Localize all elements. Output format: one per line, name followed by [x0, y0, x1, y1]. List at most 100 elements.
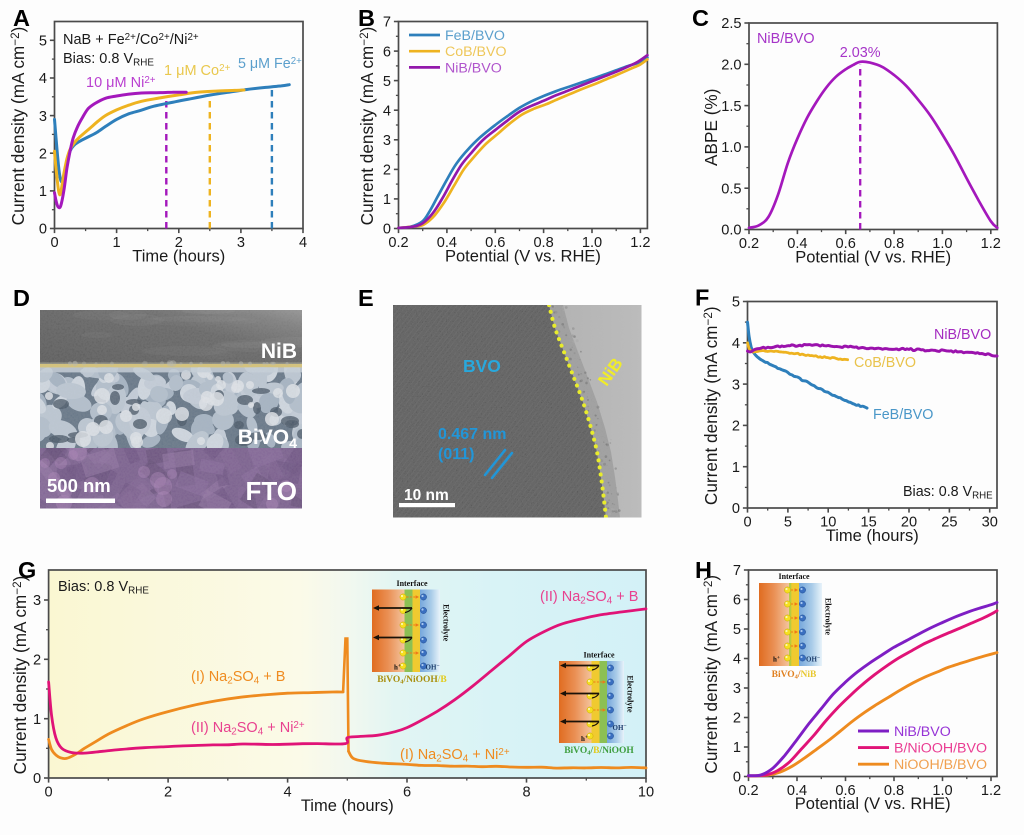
svg-text:FeB/BVO: FeB/BVO — [873, 407, 933, 423]
svg-text:OH−​: OH−​ — [806, 655, 820, 663]
svg-text:1.0: 1.0 — [582, 235, 602, 251]
svg-text:Electrolyte: Electrolyte — [824, 598, 833, 636]
svg-text:Current density (mA cm−2​): Current density (mA cm−2​) — [8, 27, 28, 226]
svg-text:0: 0 — [50, 235, 58, 251]
svg-text:CoB/BVO: CoB/BVO — [445, 44, 507, 60]
svg-text:3: 3 — [383, 133, 391, 149]
svg-text:BiVO4​/NiB: BiVO4​/NiB — [772, 670, 817, 681]
svg-text:0.8: 0.8 — [884, 236, 904, 252]
svg-text:0.6: 0.6 — [836, 236, 856, 252]
svg-text:1: 1 — [39, 184, 47, 200]
svg-text:4: 4 — [284, 785, 292, 801]
svg-text:NiB: NiB — [261, 340, 297, 363]
svg-text:NiB/BVO: NiB/BVO — [445, 60, 502, 76]
svg-text:BiVO4​/B/NiOOH: BiVO4​/B/NiOOH — [564, 746, 634, 757]
svg-text:1: 1 — [113, 235, 121, 251]
svg-text:2: 2 — [733, 711, 741, 727]
svg-text:0: 0 — [743, 515, 751, 531]
svg-text:Interface: Interface — [396, 579, 428, 588]
svg-text:(011): (011) — [438, 446, 474, 463]
svg-text:10: 10 — [820, 515, 836, 531]
svg-text:Electrolyte: Electrolyte — [442, 604, 451, 642]
svg-text:Time (hours): Time (hours) — [826, 527, 919, 545]
svg-text:10 nm: 10 nm — [404, 487, 449, 504]
svg-text:Time (hours): Time (hours) — [132, 248, 225, 266]
svg-text:NiB/BVO: NiB/BVO — [894, 724, 951, 740]
svg-text:Bias: 0.8 VRHE​: Bias: 0.8 VRHE​ — [903, 484, 993, 502]
svg-text:20: 20 — [901, 515, 917, 531]
svg-text:0.5: 0.5 — [721, 181, 741, 197]
svg-text:4: 4 — [39, 71, 47, 87]
svg-text:(II) Na2​SO4​ + B: (II) Na2​SO4​ + B — [540, 589, 638, 607]
svg-text:7: 7 — [383, 15, 391, 31]
svg-text:H: H — [695, 557, 712, 583]
svg-text:B/NiOOH/BVO: B/NiOOH/BVO — [894, 741, 987, 757]
svg-text:(I) Na2​SO4​ + B: (I) Na2​SO4​ + B — [191, 669, 285, 687]
svg-text:Current density (mA cm−2​): Current density (mA cm−2​) — [701, 306, 721, 505]
svg-text:Time (hours): Time (hours) — [301, 797, 394, 815]
svg-text:BiVO4​/NiOOH/B: BiVO4​/NiOOH/B — [377, 675, 447, 686]
svg-text:1.2: 1.2 — [981, 783, 1001, 799]
svg-text:FeB/BVO: FeB/BVO — [445, 28, 505, 44]
svg-text:2: 2 — [175, 235, 183, 251]
svg-text:2: 2 — [39, 146, 47, 162]
svg-text:OH−​: OH−​ — [613, 724, 627, 732]
svg-text:h+​: h+​ — [581, 735, 588, 743]
svg-text:2: 2 — [383, 163, 391, 179]
svg-text:NiB/BVO: NiB/BVO — [757, 31, 815, 47]
svg-text:8: 8 — [522, 785, 530, 801]
svg-text:2: 2 — [164, 785, 172, 801]
svg-text:h+​: h+​ — [773, 655, 780, 663]
svg-text:0.4: 0.4 — [787, 236, 807, 252]
svg-text:0.4: 0.4 — [437, 235, 457, 251]
svg-text:Bias: 0.8 VRHE​: Bias: 0.8 VRHE​ — [58, 579, 149, 597]
svg-text:1.0: 1.0 — [932, 236, 952, 252]
svg-text:2.0: 2.0 — [721, 58, 741, 74]
svg-text:1: 1 — [33, 712, 41, 728]
svg-text:0: 0 — [39, 222, 47, 238]
svg-text:OH−​: OH−​ — [426, 663, 440, 671]
svg-text:Potential (V vs. RHE): Potential (V vs. RHE) — [445, 248, 601, 266]
svg-text:Current density (mA cm−2​): Current density (mA cm−2​) — [701, 575, 721, 774]
svg-text:0: 0 — [33, 771, 41, 787]
svg-text:0.467 nm: 0.467 nm — [438, 426, 506, 443]
svg-text:500 nm: 500 nm — [47, 475, 111, 496]
svg-text:Interface: Interface — [583, 651, 615, 660]
svg-text:10 μM Ni2+​: 10 μM Ni2+​ — [86, 75, 156, 91]
svg-text:3: 3 — [733, 681, 741, 697]
svg-text:2.03%: 2.03% — [840, 45, 881, 61]
svg-text:Interface: Interface — [778, 572, 810, 581]
svg-text:2: 2 — [732, 419, 740, 435]
svg-text:E: E — [358, 285, 374, 311]
svg-text:Electrolyte: Electrolyte — [626, 675, 635, 713]
svg-text:30: 30 — [982, 515, 998, 531]
svg-text:25: 25 — [941, 515, 957, 531]
svg-text:(I) Na2​SO4​ + Ni2+​: (I) Na2​SO4​ + Ni2+​ — [400, 747, 510, 765]
svg-text:Potential (V vs. RHE): Potential (V vs. RHE) — [795, 795, 951, 813]
svg-text:D: D — [13, 285, 30, 311]
svg-text:CoB/BVO: CoB/BVO — [854, 355, 916, 371]
svg-text:0.2: 0.2 — [738, 783, 758, 799]
svg-text:Current density (mA cm−2​): Current density (mA cm−2​) — [357, 27, 377, 226]
svg-text:4: 4 — [383, 103, 391, 119]
svg-text:A: A — [13, 5, 30, 31]
svg-text:4: 4 — [733, 652, 741, 668]
svg-text:C: C — [692, 5, 709, 31]
svg-text:3: 3 — [33, 593, 41, 609]
svg-text:BiVO4​: BiVO4​ — [238, 426, 297, 452]
svg-text:0.4: 0.4 — [787, 783, 807, 799]
svg-text:15: 15 — [860, 515, 876, 531]
svg-text:6: 6 — [383, 44, 391, 60]
svg-text:5 μM Fe2+​: 5 μM Fe2+​ — [238, 56, 302, 72]
svg-text:3: 3 — [732, 377, 740, 393]
svg-text:5: 5 — [39, 34, 47, 50]
svg-text:NiOOH/B/BVO: NiOOH/B/BVO — [894, 757, 987, 773]
svg-text:5: 5 — [784, 515, 792, 531]
svg-text:1.5: 1.5 — [721, 99, 741, 115]
svg-text:0: 0 — [45, 785, 53, 801]
svg-text:0.2: 0.2 — [388, 235, 408, 251]
svg-text:1: 1 — [733, 740, 741, 756]
svg-text:0.6: 0.6 — [835, 783, 855, 799]
svg-text:5: 5 — [383, 74, 391, 90]
svg-text:BVO: BVO — [463, 356, 501, 376]
